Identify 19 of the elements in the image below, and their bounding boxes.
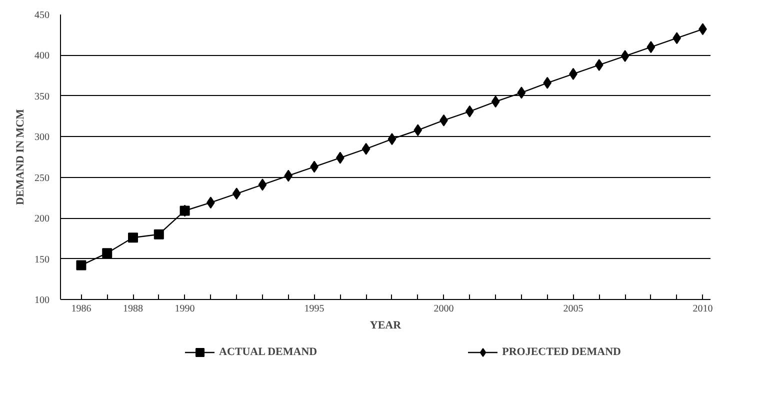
y-axis-title: DEMAND IN MCM (14, 108, 26, 205)
y-tick-label: 400 (34, 50, 50, 62)
x-tick-label: 1986 (71, 304, 92, 314)
x-axis-title: YEAR (370, 320, 402, 332)
x-tick-label: 2000 (434, 304, 454, 314)
y-tick-label: 300 (34, 132, 50, 144)
y-tick-label: 100 (34, 295, 50, 306)
x-tick-label: 2005 (563, 304, 584, 314)
x-tick-label: 1990 (174, 304, 195, 314)
legend-label: ACTUAL DEMAND (219, 346, 318, 358)
x-tick-label: 2010 (692, 304, 713, 314)
y-tick-label: 450 (34, 10, 50, 21)
y-tick-label: 350 (34, 91, 50, 102)
legend-label: PROJECTED DEMAND (502, 346, 621, 358)
x-tick-label: 1988 (123, 304, 144, 314)
y-tick-label: 150 (34, 254, 50, 266)
x-tick-label: 1995 (304, 304, 324, 314)
y-tick-label: 250 (34, 172, 50, 184)
y-tick-label: 200 (34, 214, 50, 225)
